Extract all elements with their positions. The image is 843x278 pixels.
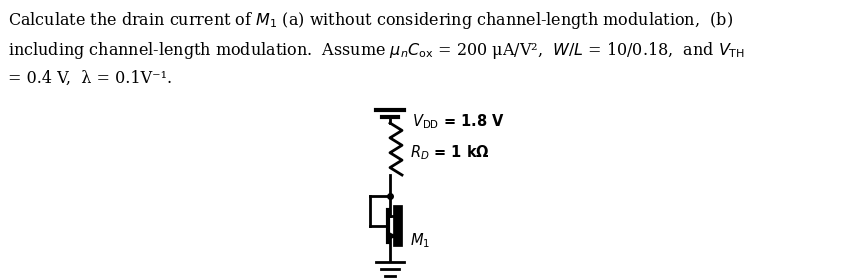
- Text: = 0.4 V,  λ = 0.1V⁻¹.: = 0.4 V, λ = 0.1V⁻¹.: [8, 70, 172, 87]
- Text: $M_1$: $M_1$: [410, 231, 430, 250]
- Text: $R_D$ = 1 kΩ: $R_D$ = 1 kΩ: [410, 144, 490, 162]
- Text: $V_{\mathrm{DD}}$ = 1.8 V: $V_{\mathrm{DD}}$ = 1.8 V: [412, 112, 505, 131]
- Text: including channel-length modulation.  Assume $\mu_n C_{\mathrm{ox}}$ = 200 μA/V²: including channel-length modulation. Ass…: [8, 40, 745, 61]
- Text: Calculate the drain current of $M_1$ (a) without considering channel-length modu: Calculate the drain current of $M_1$ (a)…: [8, 10, 733, 31]
